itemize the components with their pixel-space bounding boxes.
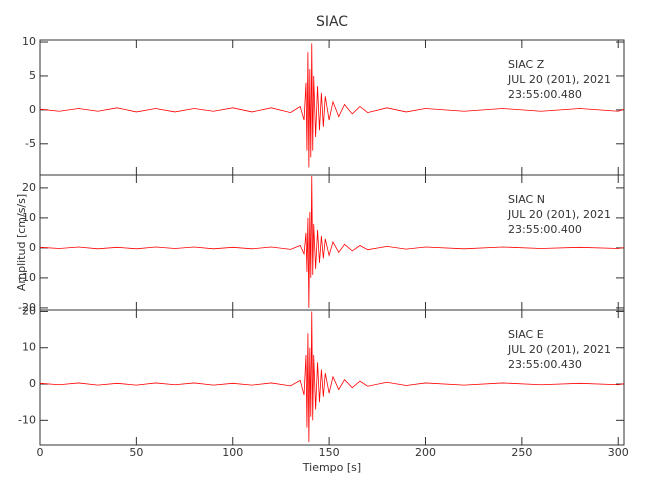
annotation: JUL 20 (201), 2021 <box>507 73 611 86</box>
x-tick-label: 0 <box>37 446 44 459</box>
annotation: JUL 20 (201), 2021 <box>507 343 611 356</box>
annotation: SIAC E <box>508 328 544 341</box>
trace <box>39 175 625 308</box>
y-tick-label: 10 <box>22 35 36 48</box>
x-tick-label: 150 <box>319 446 340 459</box>
x-tick-label: 50 <box>129 446 143 459</box>
x-tick-label: 300 <box>608 446 629 459</box>
y-tick-label: 20 <box>22 181 36 194</box>
x-tick-label: 250 <box>511 446 532 459</box>
x-tick-label: 100 <box>222 446 243 459</box>
y-tick-label: 5 <box>29 69 36 82</box>
annotation: 23:55:00.430 <box>508 358 582 371</box>
annotation: 23:55:00.480 <box>508 88 582 101</box>
trace <box>39 43 625 168</box>
annotation: JUL 20 (201), 2021 <box>507 208 611 221</box>
annotation: SIAC N <box>508 193 545 206</box>
annotation: SIAC Z <box>508 58 545 71</box>
annotation: 23:55:00.400 <box>508 223 582 236</box>
y-tick-label: 20 <box>22 304 36 317</box>
x-tick-label: 200 <box>415 446 436 459</box>
y-tick-label: -5 <box>25 137 36 150</box>
y-tick-label: -20 <box>18 301 36 314</box>
y-tick-label: 0 <box>29 377 36 390</box>
y-tick-label: 10 <box>22 341 36 354</box>
y-axis-label: Amplitud [cm/s/s] <box>15 194 28 291</box>
y-tick-label: -10 <box>18 413 36 426</box>
y-tick-label: 0 <box>29 103 36 116</box>
panel-frame <box>39 309 625 446</box>
chart-title: SIAC <box>316 14 348 30</box>
y-tick-label: 0 <box>29 241 36 254</box>
y-tick-label: 10 <box>22 211 36 224</box>
trace <box>39 311 625 443</box>
y-tick-label: -10 <box>18 271 36 284</box>
x-axis-label: Tiempo [s] <box>302 461 361 474</box>
